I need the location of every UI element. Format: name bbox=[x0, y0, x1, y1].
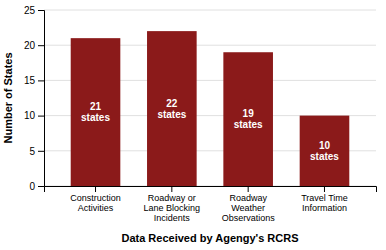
y-tick-label: 20 bbox=[24, 40, 36, 51]
data-labels: 21states22states19states10states bbox=[81, 98, 339, 162]
y-axis-line bbox=[38, 11, 45, 187]
text-line: states bbox=[81, 112, 110, 123]
bars bbox=[71, 31, 350, 186]
plot-area: 0 5 10 15 20 25 ConstructionActivities Roadway … bbox=[2, 5, 377, 244]
text-line: states bbox=[157, 109, 186, 120]
bar bbox=[223, 52, 273, 186]
x-tick-label: Roadway orLane BlockingIncidents bbox=[144, 193, 201, 223]
text-line: Roadway bbox=[229, 193, 267, 203]
x-tick-label: RoadwayWeatherObservations bbox=[222, 193, 276, 223]
text-line: Travel Time bbox=[301, 193, 348, 203]
text-line: 22 bbox=[166, 98, 178, 109]
data-label: 22states bbox=[157, 98, 186, 120]
y-tick: 20 bbox=[24, 40, 44, 51]
data-label: 19states bbox=[234, 108, 263, 130]
chart-container: 0 5 10 15 20 25 ConstructionActivities Roadway … bbox=[0, 0, 386, 250]
data-label: 21states bbox=[81, 101, 110, 123]
x-tick-label: Travel TimeInformation bbox=[301, 193, 348, 213]
y-tick-mark bbox=[38, 80, 44, 81]
text-line: Weather bbox=[231, 203, 265, 213]
grid-line bbox=[44, 10, 376, 11]
x-tick-mark bbox=[324, 186, 325, 192]
bar bbox=[71, 38, 121, 186]
y-tick-mark bbox=[38, 45, 44, 46]
data-label: 10states bbox=[310, 140, 339, 162]
x-tick-mark bbox=[95, 186, 96, 192]
y-tick-label: 25 bbox=[24, 5, 36, 16]
grid bbox=[44, 10, 376, 186]
text-line: Activities bbox=[78, 203, 114, 213]
text-line: Lane Blocking bbox=[144, 203, 201, 213]
y-axis-title: Number of States bbox=[2, 52, 14, 143]
x-tick: ConstructionActivities bbox=[70, 186, 121, 213]
y-tick-label: 10 bbox=[24, 110, 36, 121]
text-line: 10 bbox=[319, 140, 331, 151]
y-tick-label: 0 bbox=[29, 181, 35, 192]
y-tick-label: 5 bbox=[29, 146, 35, 157]
x-tick: RoadwayWeatherObservations bbox=[222, 186, 276, 223]
text-line: Roadway or bbox=[148, 193, 196, 203]
y-tick-mark bbox=[38, 116, 44, 117]
y-tick: 0 bbox=[29, 181, 44, 192]
y-tick-mark bbox=[38, 151, 44, 152]
text-line: Incidents bbox=[154, 213, 191, 223]
text-line: Construction bbox=[70, 193, 121, 203]
text-line: 19 bbox=[243, 108, 255, 119]
text-line: Observations bbox=[222, 213, 276, 223]
x-axis-title: Data Received by Agengy's RCRS bbox=[121, 232, 298, 244]
x-axis: ConstructionActivities Roadway orLane Blo… bbox=[45, 186, 377, 223]
y-tick: 10 bbox=[24, 110, 44, 121]
y-tick: 15 bbox=[24, 75, 44, 86]
y-tick-label: 15 bbox=[24, 75, 36, 86]
y-tick: 5 bbox=[29, 146, 44, 157]
text-line: 21 bbox=[90, 101, 102, 112]
chart-svg: 0 5 10 15 20 25 ConstructionActivities Roadway … bbox=[0, 0, 386, 250]
bar bbox=[300, 116, 350, 186]
x-axis-line bbox=[45, 187, 377, 193]
x-tick-mark bbox=[171, 186, 172, 192]
x-tick-mark bbox=[248, 186, 249, 192]
text-line: states bbox=[234, 119, 263, 130]
text-line: states bbox=[310, 151, 339, 162]
x-tick: Travel TimeInformation bbox=[301, 186, 348, 213]
y-tick-mark bbox=[38, 10, 44, 11]
x-tick: Roadway orLane BlockingIncidents bbox=[144, 186, 201, 223]
y-tick-mark bbox=[38, 186, 44, 187]
y-tick: 25 bbox=[24, 5, 44, 16]
y-axis: 0 5 10 15 20 25 bbox=[24, 5, 45, 192]
text-line: Information bbox=[302, 203, 347, 213]
bar bbox=[147, 31, 197, 186]
x-tick-label: ConstructionActivities bbox=[70, 193, 121, 213]
